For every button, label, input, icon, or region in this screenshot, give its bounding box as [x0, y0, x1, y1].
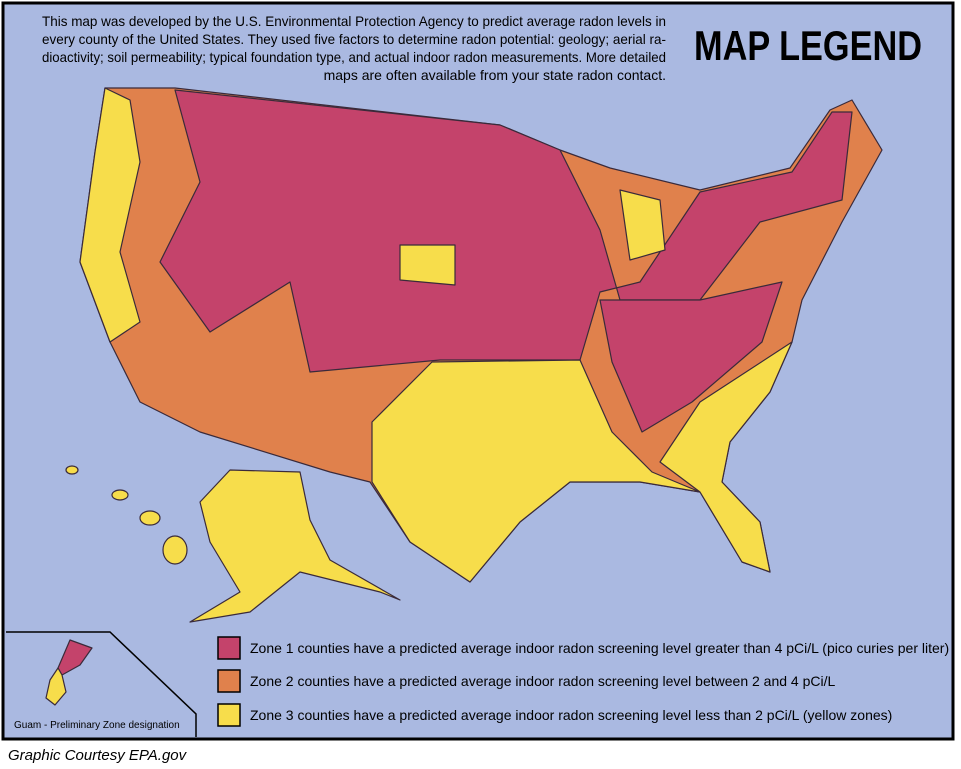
- legend-swatch: [217, 703, 241, 727]
- map-title: MAP LEGEND: [694, 22, 922, 69]
- alaska: [189, 469, 401, 623]
- description-line: maps are often available from your state…: [324, 67, 666, 83]
- legend-label: Zone 2 counties have a predicted average…: [250, 673, 835, 689]
- guam: [57, 639, 93, 676]
- zone-3-region: [371, 359, 701, 583]
- legend: Zone 1 counties have a predicted average…: [217, 636, 949, 727]
- description: This map was developed by the U.S. Envir…: [42, 13, 666, 83]
- legend-label: Zone 1 counties have a predicted average…: [250, 640, 949, 656]
- hawaii: [139, 510, 161, 526]
- guam: [45, 667, 67, 706]
- zone-1-region: [599, 281, 783, 433]
- legend-label: Zone 3 counties have a predicted average…: [250, 707, 892, 723]
- legend-swatch: [217, 669, 241, 693]
- zone-3-region: [659, 341, 793, 573]
- description-line: This map was developed by the U.S. Envir…: [42, 13, 666, 29]
- hawaii: [162, 535, 188, 565]
- description-line: every county of the United States. They …: [42, 31, 666, 47]
- hawaii: [65, 465, 79, 475]
- us-map: [65, 87, 883, 623]
- zone-3-region: [619, 189, 666, 261]
- hawaii: [111, 489, 129, 501]
- credit: Graphic Courtesy EPA.gov: [8, 747, 188, 764]
- zone-1-region: [159, 89, 853, 373]
- description-line: dioactivity; soil permeability; typical …: [42, 49, 666, 65]
- zone-3-region: [399, 244, 456, 286]
- inset-frame: [6, 631, 197, 737]
- legend-swatch: [217, 636, 241, 660]
- inset-label: Guam - Preliminary Zone designation: [14, 720, 180, 731]
- zone-3-region: [79, 87, 141, 343]
